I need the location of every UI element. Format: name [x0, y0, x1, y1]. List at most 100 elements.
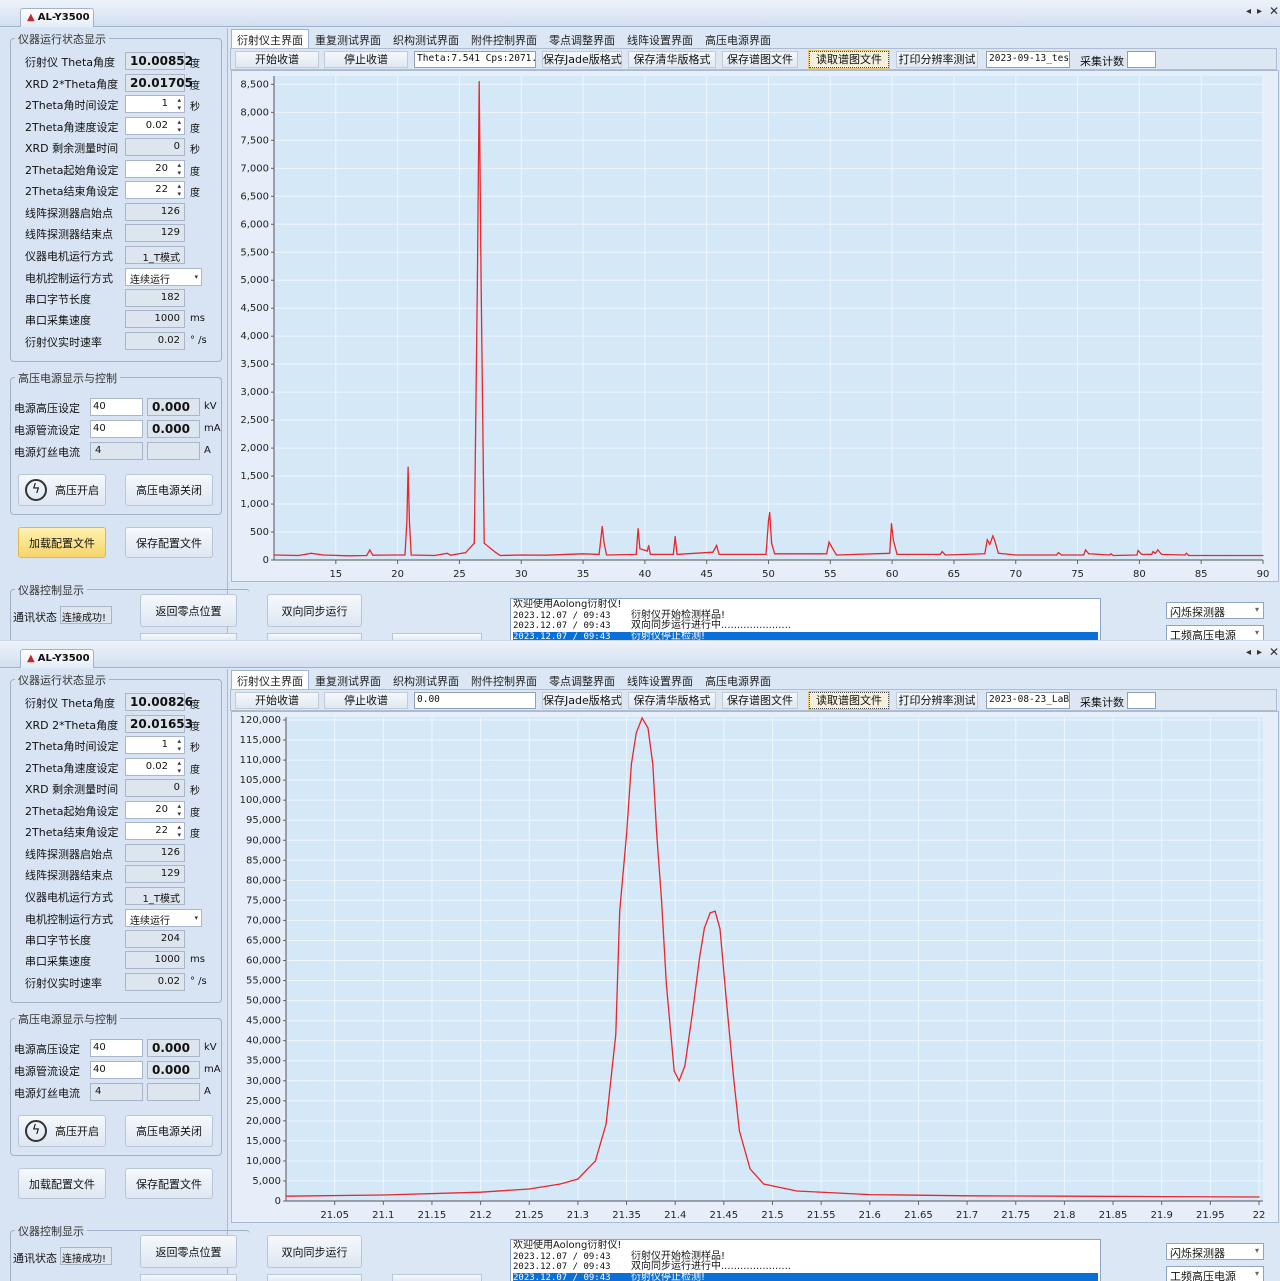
close-icon[interactable]: ✕ [1269, 4, 1279, 18]
spin-arrows-icon[interactable]: ▴▾ [177, 737, 181, 753]
spin-arrows-icon[interactable]: ▴▾ [177, 161, 181, 177]
close-icon[interactable]: ✕ [1269, 645, 1279, 659]
spin-input[interactable]: 1▴▾ [125, 736, 185, 754]
scroll-right-icon[interactable]: ▸ [1257, 6, 1262, 17]
hv-off-button[interactable]: 高压电源关闭 [125, 474, 213, 506]
tab-5[interactable]: 线阵设置界面 [621, 670, 699, 689]
chevron-down-icon[interactable]: ▾ [194, 273, 198, 281]
motor-mode-select[interactable]: 连续运行▾ [125, 268, 202, 286]
spin-arrows-icon[interactable]: ▴▾ [177, 96, 181, 112]
tab-3[interactable]: 附件控制界面 [465, 29, 543, 48]
return-home-button[interactable]: 返回零点位置 [140, 1235, 237, 1268]
chevron-down-icon[interactable]: ▾ [194, 914, 198, 922]
unit-label: 秒 [190, 98, 200, 113]
app-tab[interactable]: ▲AL-Y3500 [20, 649, 94, 668]
save-jade-format-button[interactable]: 保存Jade版格式 [542, 692, 622, 709]
hv-off-button[interactable]: 高压电源关闭 [125, 1115, 213, 1147]
value-text: 0.02 [158, 976, 180, 987]
data-point [889, 553, 890, 554]
save-spectrum-file-button[interactable]: 保存谱图文件 [722, 692, 798, 709]
spin-input[interactable]: 0.02▴▾ [125, 758, 185, 776]
tab-5[interactable]: 线阵设置界面 [621, 29, 699, 48]
status-value: 20.01705 [125, 74, 185, 92]
comm-status-label: 通讯状态 [13, 609, 57, 625]
app-tab[interactable]: ▲AL-Y3500 [20, 8, 94, 27]
save-qinghua-format-button[interactable]: 保存清华版格式 [628, 51, 716, 68]
print-resolution-test-button[interactable]: 打印分辨率测试 [896, 51, 978, 68]
spin-arrows-icon[interactable]: ▴▾ [177, 182, 181, 198]
tab-4[interactable]: 零点调整界面 [543, 29, 621, 48]
save-spectrum-file-button[interactable]: 保存谱图文件 [722, 51, 798, 68]
stop-scan-button[interactable]: 停止收谱 [324, 51, 408, 68]
data-point [967, 1195, 968, 1196]
hv-readout: 0.000 [147, 420, 200, 438]
spin-arrows-icon[interactable]: ▴▾ [177, 118, 181, 134]
tab-6[interactable]: 高压电源界面 [699, 29, 777, 48]
hidden-button[interactable] [140, 633, 237, 640]
tab-1[interactable]: 重复测试界面 [309, 670, 387, 689]
count-input[interactable] [1127, 692, 1156, 709]
power-select[interactable]: 工频高压电源▾ [1166, 625, 1264, 640]
spin-input[interactable]: 22▴▾ [125, 181, 185, 199]
count-input[interactable] [1127, 51, 1156, 68]
tab-0[interactable]: 衍射仪主界面 [231, 29, 309, 48]
load-config-button[interactable]: 加载配置文件 [18, 527, 106, 558]
hv-input[interactable]: 40 [90, 420, 143, 438]
y-tick-label: 5,500 [240, 247, 269, 258]
status-label: 线阵探测器结束点 [25, 867, 113, 883]
tab-2[interactable]: 织构测试界面 [387, 29, 465, 48]
filename-input[interactable]: 2023-09-13_test [986, 51, 1070, 68]
hv-input[interactable]: 40 [90, 1061, 143, 1079]
start-scan-button[interactable]: 开始收谱 [235, 692, 319, 709]
spin-input[interactable]: 0.02▴▾ [125, 117, 185, 135]
scroll-left-icon[interactable]: ◂ [1246, 647, 1251, 658]
tab-3[interactable]: 附件控制界面 [465, 670, 543, 689]
motor-mode-select[interactable]: 连续运行▾ [125, 909, 202, 927]
power-select[interactable]: 工频高压电源▾ [1166, 1266, 1264, 1281]
save-jade-format-button[interactable]: 保存Jade版格式 [542, 51, 622, 68]
scroll-right-icon[interactable]: ▸ [1257, 647, 1262, 658]
save-config-button[interactable]: 保存配置文件 [125, 1168, 213, 1199]
spin-input[interactable]: 22▴▾ [125, 822, 185, 840]
read-spectrum-file-button[interactable]: 读取谱图文件 [809, 692, 889, 709]
return-home-button[interactable]: 返回零点位置 [140, 594, 237, 627]
spin-input[interactable]: 20▴▾ [125, 160, 185, 178]
scroll-left-icon[interactable]: ◂ [1246, 6, 1251, 17]
spin-input[interactable]: 20▴▾ [125, 801, 185, 819]
tab-2[interactable]: 织构测试界面 [387, 670, 465, 689]
save-qinghua-format-button[interactable]: 保存清华版格式 [628, 692, 716, 709]
hv-input[interactable]: 40 [90, 398, 143, 416]
load-config-button[interactable]: 加载配置文件 [18, 1168, 106, 1199]
stop-scan-button[interactable]: 停止收谱 [324, 692, 408, 709]
spin-arrows-icon[interactable]: ▴▾ [177, 759, 181, 775]
read-spectrum-file-button[interactable]: 读取谱图文件 [809, 51, 889, 68]
spin-arrows-icon[interactable]: ▴▾ [177, 823, 181, 839]
filename-input[interactable]: 2023-08-23_LaB6 [986, 692, 1070, 709]
start-scan-button[interactable]: 开始收谱 [235, 51, 319, 68]
save-config-button[interactable]: 保存配置文件 [125, 527, 213, 558]
detector-select[interactable]: 闪烁探测器▾ [1166, 1243, 1264, 1260]
unit-label: ° /s [190, 976, 207, 987]
spin-input[interactable]: 1▴▾ [125, 95, 185, 113]
data-point [712, 552, 713, 553]
tab-4[interactable]: 零点调整界面 [543, 670, 621, 689]
detector-select[interactable]: 闪烁探测器▾ [1166, 602, 1264, 619]
tab-1[interactable]: 重复测试界面 [309, 29, 387, 48]
tab-6[interactable]: 高压电源界面 [699, 670, 777, 689]
y-tick-label: 1,000 [240, 499, 269, 510]
print-resolution-test-button[interactable]: 打印分辨率测试 [896, 692, 978, 709]
hv-readout: 0.000 [147, 1061, 200, 1079]
data-point [1058, 552, 1059, 553]
tab-0[interactable]: 衍射仪主界面 [231, 670, 309, 689]
spin-arrows-icon[interactable]: ▴▾ [177, 802, 181, 818]
hv-input[interactable]: 40 [90, 1039, 143, 1057]
